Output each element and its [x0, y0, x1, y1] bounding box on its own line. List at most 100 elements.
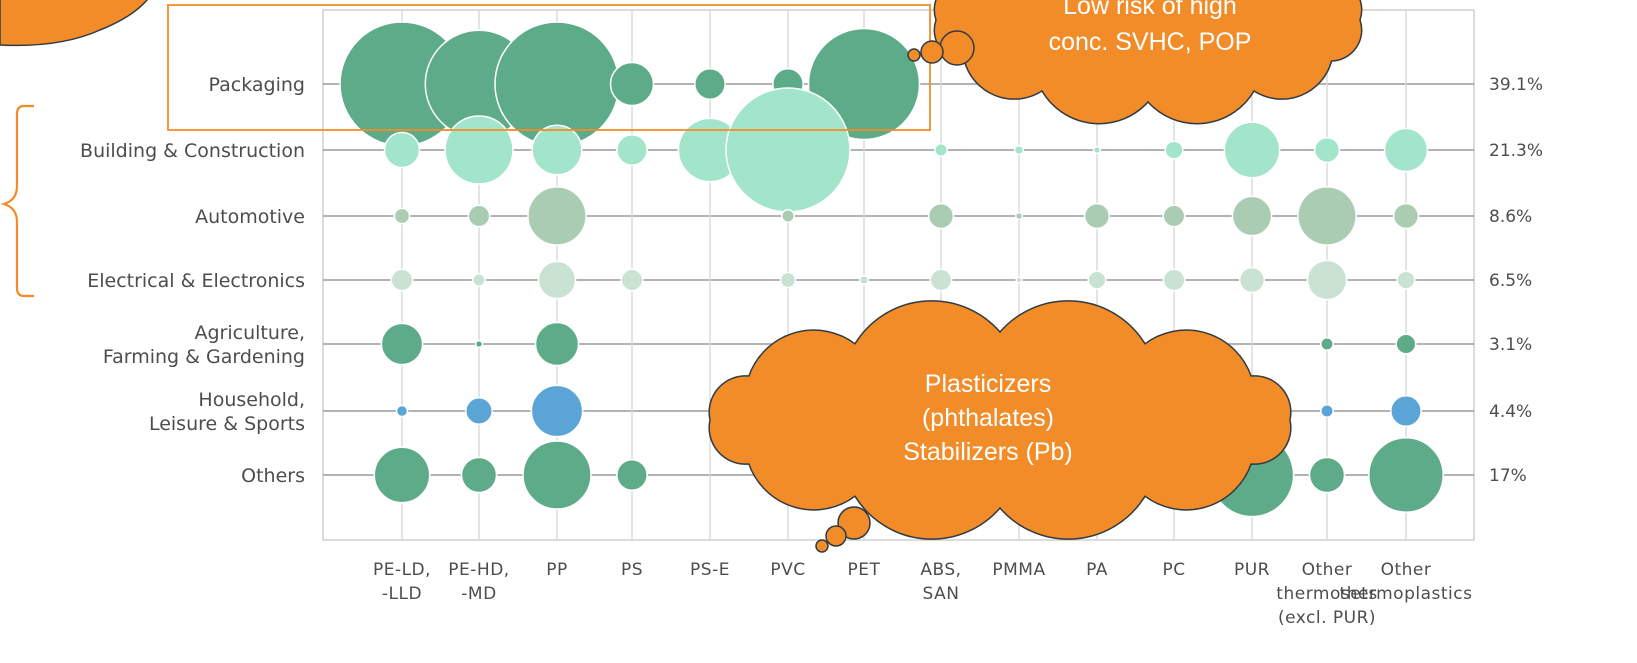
bubble-electrical-electronics-ps	[620, 268, 644, 292]
col-label-pa: PA	[1086, 560, 1108, 580]
bubble-building-construction-pa	[1092, 145, 1102, 155]
bubble-electrical-electronics-pur	[1238, 266, 1266, 294]
col-label-line: PUR	[1234, 560, 1270, 580]
callout-line: (phthalates)	[922, 404, 1054, 432]
bubble-building-construction-abs-san	[934, 143, 948, 157]
col-label-line: thermoplastics	[1340, 584, 1473, 604]
col-label-other-thermoplastics: Other thermoplastics	[1340, 560, 1473, 604]
row-label-packaging: Packaging	[209, 74, 305, 96]
col-label-ps-e: PS-E	[690, 560, 730, 580]
col-label-abs-san: ABS, SAN	[920, 560, 961, 604]
bubble-household-leisure-sports-other-thermosets-excl-pur	[1320, 404, 1334, 418]
bubble-electrical-electronics-pvc	[779, 271, 797, 289]
col-label-pc: PC	[1162, 560, 1185, 580]
plot-frame	[322, 9, 1475, 541]
row-label-agriculture-farming-gardening: Agriculture, Farming & Gardening	[103, 322, 305, 368]
col-label-pet: PET	[848, 560, 881, 580]
bubble-others-pp	[522, 440, 592, 510]
bubble-building-construction-other-thermosets-excl-pur	[1313, 136, 1341, 164]
annotation-layer: Low risk of high conc. SVHC, POP Plasticiz…	[0, 0, 1363, 553]
col-label-line: ABS,	[920, 560, 961, 580]
col-label-line: PE-HD,	[448, 560, 509, 580]
row-label-electrical-electronics: Electrical & Electronics	[87, 270, 305, 292]
bubble-electrical-electronics-pc	[1162, 268, 1186, 292]
bubble-household-leisure-sports-other-thermoplastics	[1390, 395, 1422, 427]
row-share-others: 17%	[1489, 466, 1527, 486]
row-share-agriculture-farming-gardening: 3.1%	[1489, 335, 1532, 355]
bubble-building-construction-pe-hd-md	[444, 115, 514, 185]
bubble-electrical-electronics-pa	[1087, 270, 1107, 290]
label-layer: Packaging Building & Construction Automoti…	[80, 74, 1543, 628]
bubble-building-construction-pmma	[1013, 144, 1025, 156]
bubble-others-pe-ld-lld	[373, 446, 431, 504]
callout-tail-bubble-plasticizers	[837, 506, 871, 540]
row-label-line: Building & Construction	[80, 140, 305, 162]
row-label-line: Farming & Gardening	[103, 346, 305, 368]
col-label-line: -MD	[461, 584, 496, 604]
row-share-packaging: 39.1%	[1489, 75, 1543, 95]
bubble-building-construction-pc	[1164, 140, 1184, 160]
col-label-line: PET	[848, 560, 881, 580]
callout-tail-bubble-low-risk	[939, 30, 975, 66]
bubble-automotive-pvc	[781, 209, 795, 223]
row-label-others: Others	[241, 465, 305, 487]
callout-cloud-plasticizers: Plasticizers (phthalates) Stabilizers (Pb)	[708, 300, 1292, 540]
bubble-agriculture-farming-gardening-pp	[534, 321, 580, 367]
row-label-line: Others	[241, 465, 305, 487]
bubble-packaging-ps-e	[694, 68, 726, 100]
callout-tail-bubble-plasticizers	[815, 539, 829, 553]
bubble-automotive-pc	[1162, 204, 1186, 228]
col-label-line: (excl. PUR)	[1278, 608, 1376, 628]
bubble-others-other-thermoplastics	[1368, 437, 1444, 513]
row-label-line: Household,	[198, 389, 305, 411]
bubble-building-construction-pur	[1223, 121, 1281, 179]
bubble-building-construction-other-thermoplastics	[1383, 127, 1429, 173]
col-label-ps: PS	[621, 560, 643, 580]
bubble-building-construction-pvc	[725, 87, 851, 213]
row-label-line: Automotive	[195, 206, 305, 228]
bubble-agriculture-farming-gardening-pe-ld-lld	[380, 322, 424, 366]
row-share-electrical-electronics: 6.5%	[1489, 271, 1532, 291]
row-label-line: Leisure & Sports	[149, 413, 305, 435]
col-label-line: Other	[1381, 560, 1432, 580]
bubble-automotive-pmma	[1014, 211, 1024, 221]
bracket-building-automotive-electronics	[0, 104, 34, 298]
bubble-automotive-pur	[1231, 195, 1273, 237]
bubble-automotive-other-thermoplastics	[1392, 202, 1420, 230]
row-label-line: Packaging	[209, 74, 305, 96]
highlight-box-packaging	[167, 4, 931, 131]
row-share-automotive: 8.6%	[1489, 207, 1532, 227]
bubble-building-construction-pe-ld-lld	[383, 131, 421, 169]
col-label-pvc: PVC	[770, 560, 805, 580]
callout-line: Low risk of high	[1063, 0, 1237, 20]
col-label-pmma: PMMA	[992, 560, 1045, 580]
callout-tail-bubble-low-risk	[920, 40, 944, 64]
bubble-electrical-electronics-abs-san	[929, 268, 953, 292]
callout-line: conc. SVHC, POP	[1049, 28, 1252, 56]
callout-cloud-top-left	[0, 0, 148, 47]
bubble-household-leisure-sports-pe-hd-md	[465, 397, 493, 425]
bubble-household-leisure-sports-pp	[530, 384, 584, 438]
col-label-pe-hd-md: PE-HD, -MD	[448, 560, 509, 604]
col-label-line: PVC	[770, 560, 805, 580]
col-label-line: PE-LD,	[373, 560, 431, 580]
bubble-others-other-thermosets-excl-pur	[1308, 456, 1346, 494]
bubble-automotive-pe-ld-lld	[393, 207, 411, 225]
col-label-line: PP	[546, 560, 568, 580]
col-label-line: PS-E	[690, 560, 730, 580]
bubble-building-construction-pp	[531, 124, 583, 176]
col-label-line: PS	[621, 560, 643, 580]
bubble-automotive-other-thermosets-excl-pur	[1297, 186, 1357, 246]
col-label-line: PMMA	[992, 560, 1045, 580]
col-label-pp: PP	[546, 560, 568, 580]
bubble-electrical-electronics-pe-hd-md	[472, 273, 486, 287]
bubble-automotive-pa	[1083, 202, 1111, 230]
col-label-line: thermosets	[1276, 584, 1377, 604]
callout-cloud-low-risk: Low risk of high conc. SVHC, POP	[933, 0, 1363, 125]
row-label-building-construction: Building & Construction	[80, 140, 305, 162]
bubble-agriculture-farming-gardening-other-thermosets-excl-pur	[1320, 337, 1334, 351]
callout-tail-bubble-low-risk	[907, 48, 921, 62]
row-share-building-construction: 21.3%	[1489, 141, 1543, 161]
bubble-household-leisure-sports-pe-ld-lld	[395, 404, 409, 418]
